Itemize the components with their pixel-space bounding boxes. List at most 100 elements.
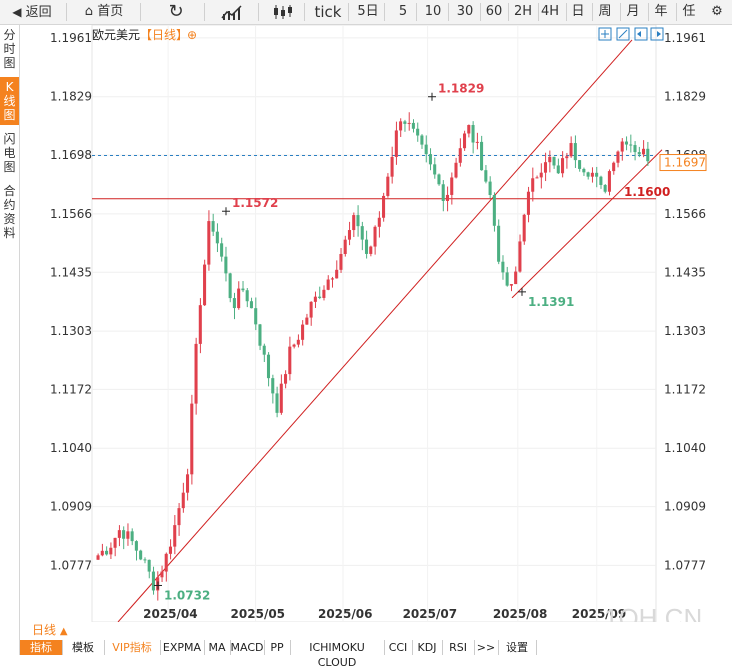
tab-contract-info[interactable]: 合约资料 xyxy=(3,184,16,240)
candle xyxy=(458,138,462,167)
y-tick-left: 1.1829 xyxy=(50,90,92,104)
candle-body xyxy=(134,541,138,551)
period-selector[interactable]: 日线 ▲ xyxy=(32,623,68,637)
candle xyxy=(254,297,258,331)
indicator-tab-7[interactable]: ICHIMOKU CLOUD xyxy=(290,640,385,669)
tab-flash-chart[interactable]: 闪电图 xyxy=(3,132,16,174)
collapse-tool-icon[interactable] xyxy=(650,27,664,41)
candle xyxy=(185,468,190,501)
candle-body xyxy=(616,151,620,163)
period-6-button[interactable]: 2H xyxy=(513,4,533,19)
candle-body xyxy=(352,215,356,231)
y-tick-right: 1.1303 xyxy=(664,324,706,338)
kline-chart[interactable]: 1.19611.19611.18291.18291.16981.16981.15… xyxy=(20,24,732,633)
indicator-tab-4[interactable]: MA xyxy=(204,640,231,655)
y-tick-left: 1.0777 xyxy=(50,558,92,572)
indicator-tab-3[interactable]: EXPMA xyxy=(160,640,205,655)
period-3-button[interactable]: 10 xyxy=(424,4,442,19)
zoom-tool-icon[interactable] xyxy=(616,27,630,41)
candle-body xyxy=(245,290,249,302)
candle-body xyxy=(522,214,526,242)
candle-body xyxy=(620,141,624,152)
candle-style-button[interactable] xyxy=(266,0,300,24)
candle-body xyxy=(215,231,219,244)
indicator-tab-1[interactable]: 模板 xyxy=(62,640,105,655)
tab-kline[interactable]: K线图 xyxy=(0,77,19,125)
indicator-tab-9[interactable]: KDJ xyxy=(412,640,443,655)
settings-gear-icon[interactable]: ⚙ xyxy=(711,4,723,19)
indicator-tab-5[interactable]: MACD xyxy=(230,640,265,655)
candle xyxy=(509,284,513,292)
candle-body xyxy=(185,474,190,493)
candle-body xyxy=(629,144,633,146)
candle-body xyxy=(279,383,283,413)
indicator-tab-11[interactable]: >> xyxy=(474,640,499,655)
candle-body xyxy=(573,143,577,161)
candle-body xyxy=(173,525,177,547)
candle-body xyxy=(369,246,373,254)
period-11-button[interactable]: 年 xyxy=(654,4,668,19)
candle-body xyxy=(100,550,104,556)
candle-body xyxy=(275,393,279,413)
candle-body xyxy=(407,122,411,124)
candle-body xyxy=(612,162,616,172)
candle-body xyxy=(552,156,556,166)
indicator-tab-10[interactable]: RSI xyxy=(442,640,475,655)
candle xyxy=(262,343,266,363)
candle-body xyxy=(595,172,599,177)
candle-body xyxy=(122,530,126,539)
indicator-tab-12[interactable]: 设置 xyxy=(498,640,537,655)
x-tick-label: 2025/09 xyxy=(572,607,626,621)
candle-body xyxy=(322,289,326,298)
chart-type-button[interactable] xyxy=(214,0,250,24)
candle-body xyxy=(198,305,202,344)
chart-area[interactable]: 1.19611.19611.18291.18291.16981.16981.15… xyxy=(20,24,732,633)
refresh-button[interactable]: ↻ xyxy=(158,0,194,24)
candle-body xyxy=(488,181,492,195)
last-price-tag xyxy=(659,154,707,172)
candle xyxy=(445,186,450,212)
tab-intraday[interactable]: 分时图 xyxy=(3,28,16,70)
expand-tool-icon[interactable] xyxy=(634,27,648,41)
indicator-tab-8[interactable]: CCI xyxy=(384,640,413,655)
candle-body xyxy=(301,324,305,340)
y-tick-right: 1.0909 xyxy=(664,500,706,514)
candle xyxy=(301,320,305,346)
period-8-button[interactable]: 日 xyxy=(571,4,585,19)
indicator-tab-6[interactable]: PP xyxy=(264,640,291,655)
candle-body xyxy=(382,195,386,218)
home-button[interactable]: ⌂ 首页 xyxy=(84,4,124,19)
add-indicator-icon[interactable]: ⊕ xyxy=(187,28,197,42)
indicator-tab-0[interactable]: 指标 xyxy=(20,640,63,655)
period-2-button[interactable]: 5 xyxy=(398,4,408,19)
candle-body xyxy=(394,130,398,157)
period-5-button[interactable]: 60 xyxy=(485,4,503,19)
candle xyxy=(599,175,603,189)
period-7-button[interactable]: 4H xyxy=(540,4,560,19)
y-tick-right: 1.0777 xyxy=(664,558,706,572)
candle-body xyxy=(343,239,347,254)
candle xyxy=(266,352,271,387)
uptrend-line xyxy=(117,39,633,623)
candle-body xyxy=(258,324,262,346)
y-tick-left: 1.1172 xyxy=(50,382,92,396)
indicator-tab-2[interactable]: VIP指标 xyxy=(104,640,161,655)
candle xyxy=(450,172,454,205)
candle-body xyxy=(471,125,475,143)
candle xyxy=(160,565,164,582)
period-9-button[interactable]: 周 xyxy=(598,4,612,19)
period-12-button[interactable]: 任 xyxy=(682,4,696,19)
back-button[interactable]: ◀ 返回 xyxy=(12,5,52,20)
period-1-button[interactable]: 5日 xyxy=(357,4,379,19)
period-4-button[interactable]: 30 xyxy=(456,4,474,19)
crosshair-tool-icon[interactable] xyxy=(598,27,612,41)
candle-body xyxy=(109,547,113,555)
candle xyxy=(109,542,113,560)
candle-body xyxy=(139,550,143,560)
candle-body xyxy=(377,217,381,227)
period-10-button[interactable]: 月 xyxy=(626,4,640,19)
candle-body xyxy=(462,133,467,149)
candle-body xyxy=(105,550,109,555)
chart-tools[interactable] xyxy=(598,27,664,41)
period-0-button[interactable]: tick xyxy=(314,3,342,21)
